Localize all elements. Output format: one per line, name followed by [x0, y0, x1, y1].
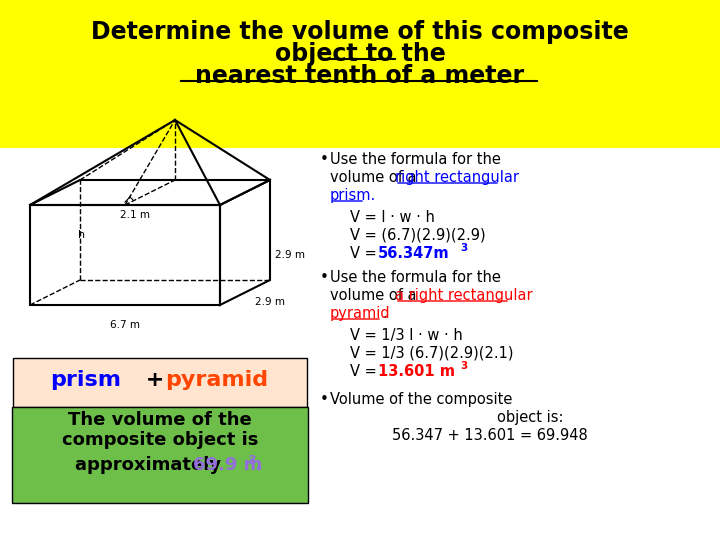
- Text: approximately: approximately: [75, 456, 228, 474]
- Text: V =: V =: [350, 364, 382, 379]
- Text: prism.: prism.: [330, 188, 377, 203]
- Text: h: h: [78, 230, 86, 240]
- Text: 3: 3: [247, 454, 256, 467]
- Text: •: •: [320, 270, 329, 285]
- Text: +: +: [138, 370, 172, 390]
- Text: •: •: [320, 152, 329, 167]
- Text: volume of a: volume of a: [330, 170, 421, 185]
- Text: object is:: object is:: [497, 410, 563, 425]
- Text: 13.601 m: 13.601 m: [378, 364, 455, 379]
- Text: 3: 3: [460, 361, 467, 371]
- Text: prism: prism: [50, 370, 121, 390]
- Text: .: .: [382, 306, 387, 321]
- Text: 69.9 m: 69.9 m: [193, 456, 262, 474]
- Text: Use the formula for the: Use the formula for the: [330, 270, 501, 285]
- Text: 3: 3: [460, 243, 467, 253]
- Text: .: .: [254, 456, 261, 474]
- Text: •: •: [320, 392, 329, 407]
- Text: 6.7 m: 6.7 m: [110, 320, 140, 330]
- Text: Determine the volume of this composite: Determine the volume of this composite: [91, 20, 629, 44]
- Text: 2.1 m: 2.1 m: [120, 210, 150, 220]
- Text: V =: V =: [350, 246, 382, 261]
- Text: V = 1/3 l · w · h: V = 1/3 l · w · h: [350, 328, 463, 343]
- Text: volume of a: volume of a: [330, 288, 421, 303]
- Text: Use the formula for the: Use the formula for the: [330, 152, 501, 167]
- Text: object to the: object to the: [274, 42, 446, 66]
- Text: Volume of the composite: Volume of the composite: [330, 392, 513, 407]
- FancyBboxPatch shape: [0, 0, 720, 150]
- FancyBboxPatch shape: [13, 358, 307, 407]
- Text: The volume of the: The volume of the: [68, 411, 252, 429]
- Text: V = l · w · h: V = l · w · h: [350, 210, 435, 225]
- Text: composite object is: composite object is: [62, 431, 258, 449]
- Text: 56.347m: 56.347m: [378, 246, 449, 261]
- Text: nearest tenth of a meter: nearest tenth of a meter: [195, 64, 525, 88]
- Text: 56.347 + 13.601 = 69.948: 56.347 + 13.601 = 69.948: [392, 428, 588, 443]
- Text: 2.9 m: 2.9 m: [255, 297, 285, 307]
- Text: V = 1/3 (6.7)(2.9)(2.1): V = 1/3 (6.7)(2.9)(2.1): [350, 346, 513, 361]
- Text: a right rectangular: a right rectangular: [395, 288, 533, 303]
- Text: pyramid: pyramid: [330, 306, 391, 321]
- Text: V = (6.7)(2.9)(2.9): V = (6.7)(2.9)(2.9): [350, 228, 485, 243]
- Text: 2.9 m: 2.9 m: [275, 250, 305, 260]
- FancyBboxPatch shape: [0, 148, 720, 540]
- Text: pyramid: pyramid: [165, 370, 268, 390]
- FancyBboxPatch shape: [12, 407, 308, 503]
- Text: right rectangular: right rectangular: [395, 170, 519, 185]
